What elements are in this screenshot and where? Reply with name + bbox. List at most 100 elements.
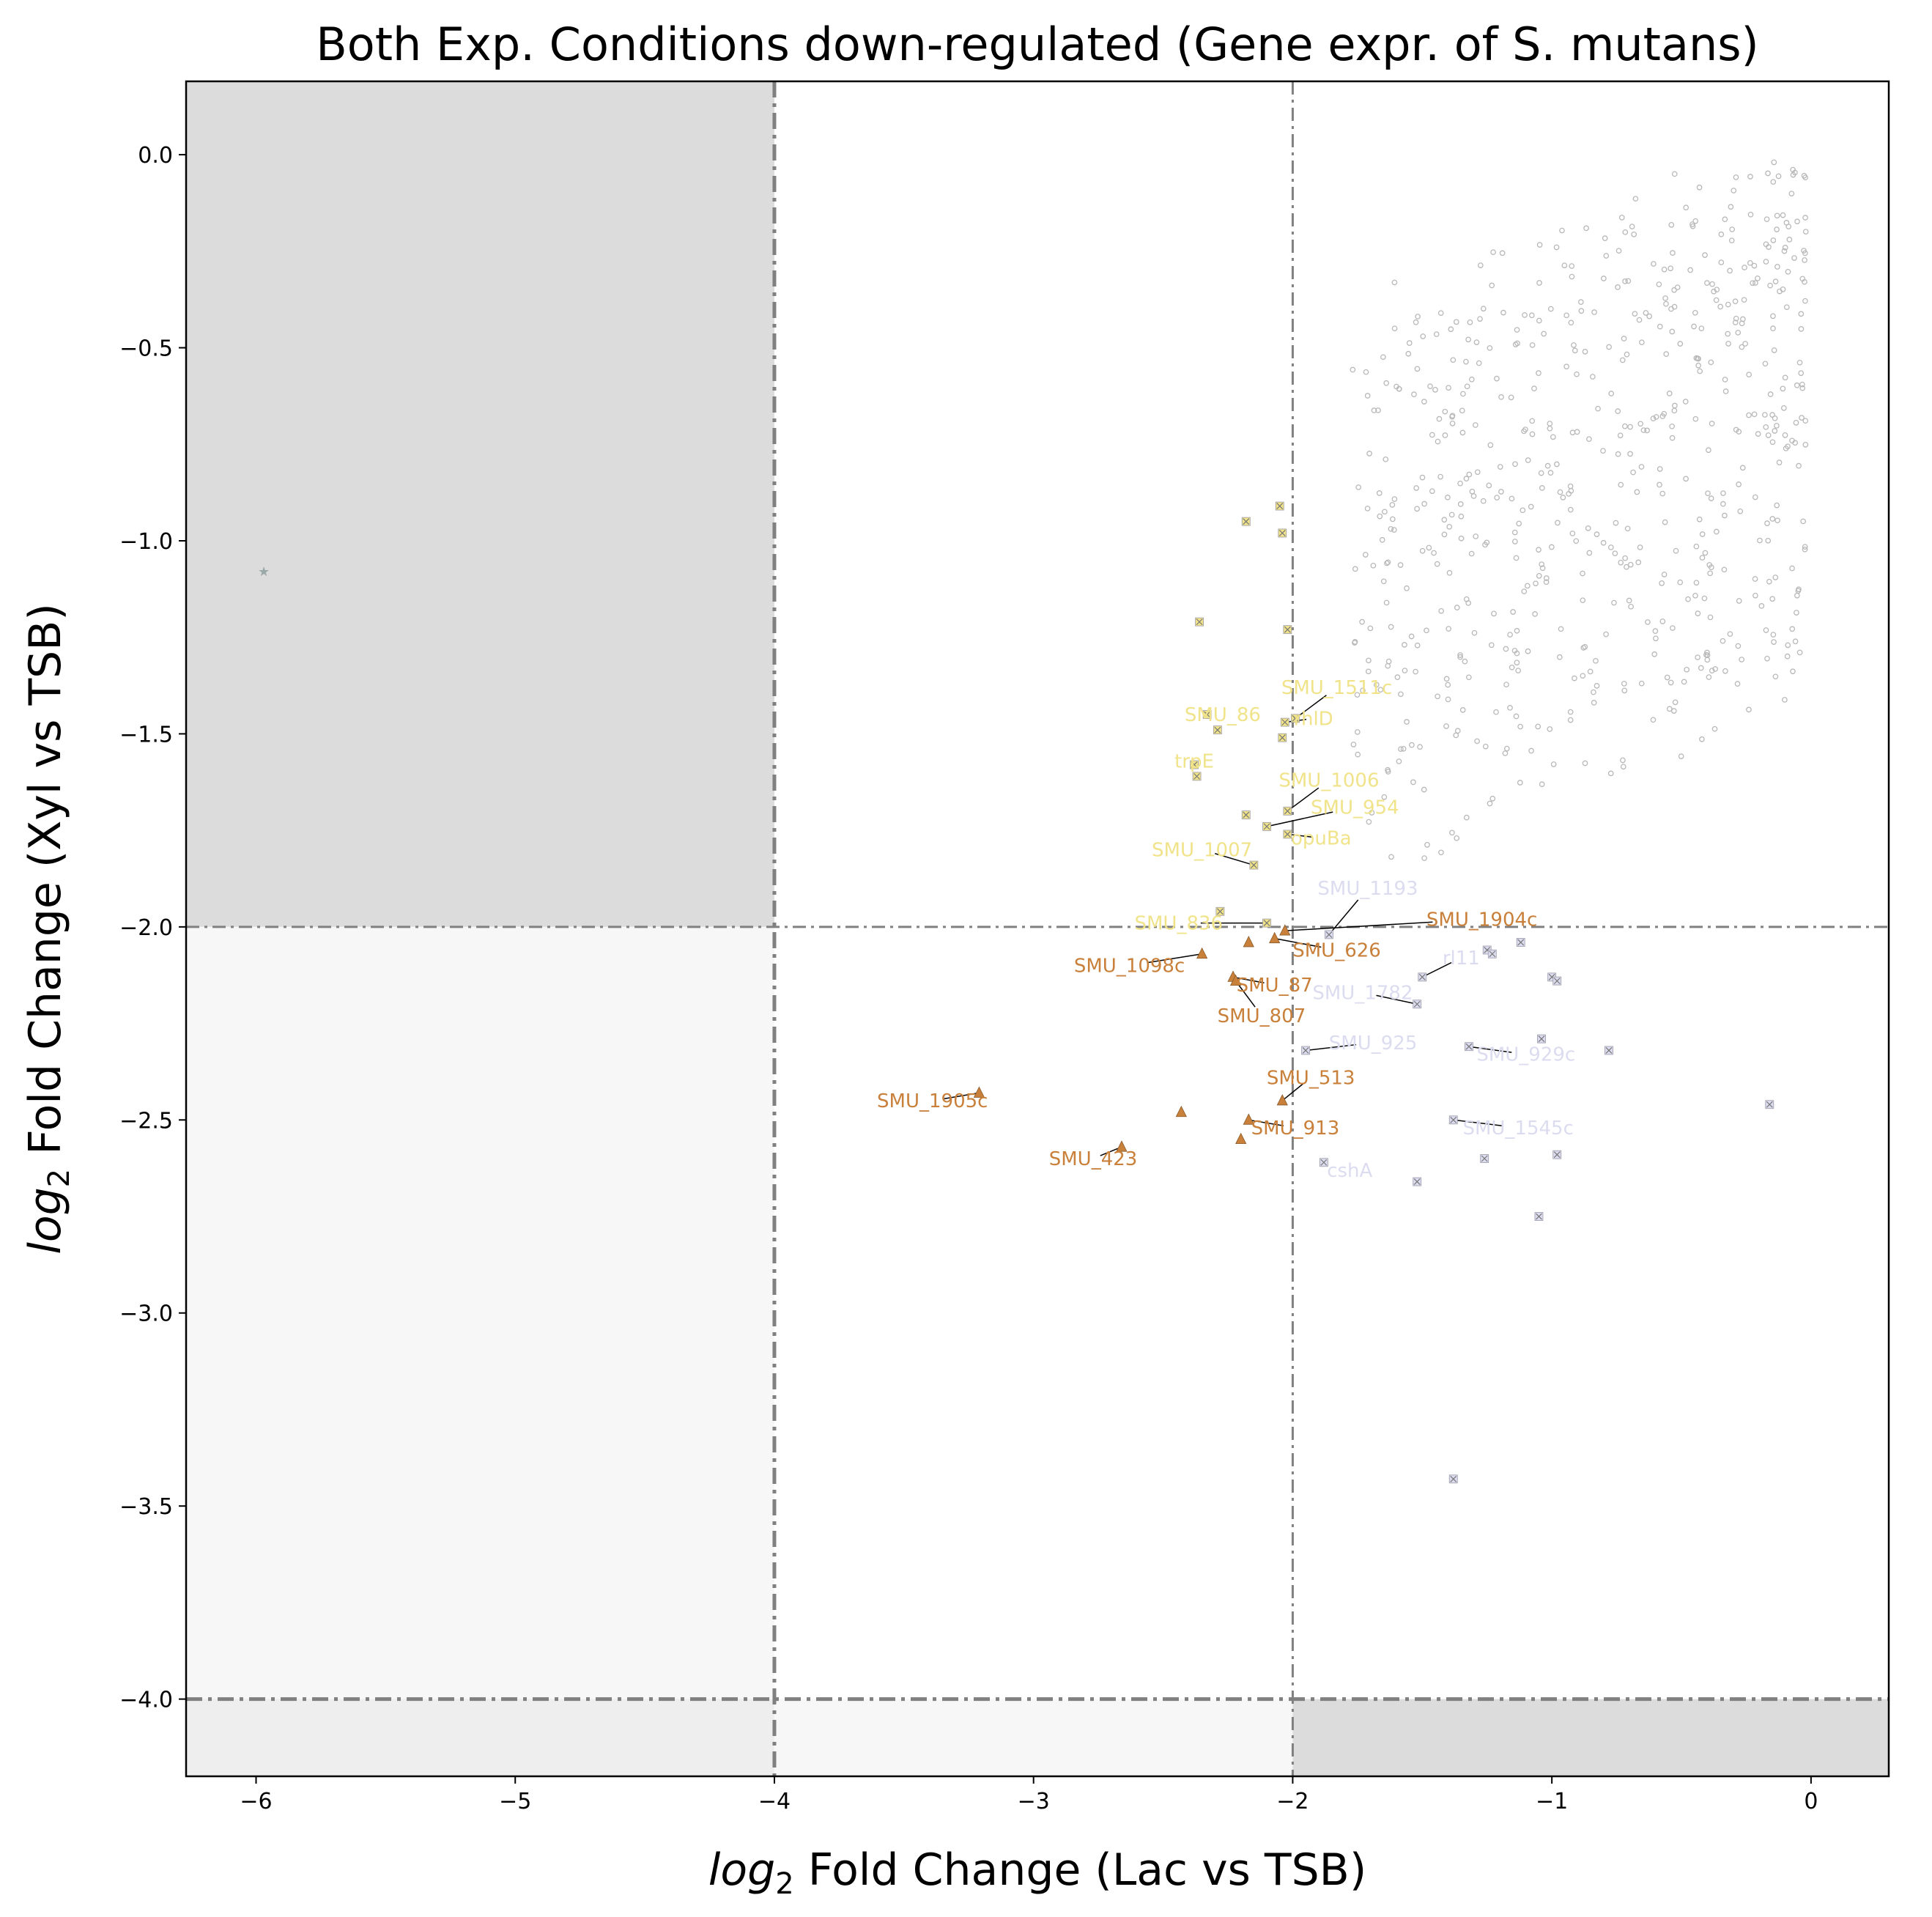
background-point bbox=[1513, 713, 1520, 720]
background-point bbox=[1714, 287, 1720, 293]
point-label: SMU_1545c bbox=[1462, 1118, 1573, 1140]
background-point bbox=[1363, 369, 1369, 375]
background-point bbox=[1668, 679, 1674, 686]
background-point bbox=[1424, 842, 1430, 848]
background-point bbox=[1736, 598, 1742, 604]
background-point bbox=[1762, 361, 1769, 367]
background-point bbox=[1458, 535, 1465, 542]
background-point bbox=[1638, 464, 1645, 470]
background-point bbox=[1632, 196, 1639, 202]
background-point bbox=[1681, 679, 1687, 685]
background-point bbox=[1624, 564, 1629, 570]
background-point bbox=[1413, 668, 1418, 675]
point-label: SMU_913 bbox=[1251, 1118, 1340, 1140]
background-point bbox=[1699, 531, 1706, 537]
background-point bbox=[1783, 304, 1790, 311]
background-point bbox=[1536, 573, 1542, 579]
background-point bbox=[1410, 779, 1416, 786]
background-point bbox=[1486, 482, 1492, 489]
background-point bbox=[1780, 405, 1787, 411]
y-tick-label: −1.5 bbox=[119, 722, 173, 747]
background-point bbox=[1417, 744, 1423, 750]
background-point bbox=[1474, 738, 1480, 745]
x-tick-label: −5 bbox=[499, 1789, 531, 1814]
background-point bbox=[1402, 642, 1407, 648]
background-point bbox=[1620, 764, 1626, 770]
background-point bbox=[1587, 668, 1594, 675]
point-label: SMU_1782 bbox=[1312, 982, 1413, 1004]
background-point bbox=[1673, 547, 1679, 554]
background-point bbox=[1799, 381, 1805, 388]
background-point bbox=[1709, 421, 1715, 426]
background-point bbox=[1661, 266, 1668, 273]
background-point bbox=[1424, 627, 1429, 634]
background-point bbox=[1528, 312, 1535, 319]
background-point bbox=[1725, 301, 1731, 308]
background-point bbox=[1662, 295, 1668, 301]
xyl-only-point-cross bbox=[1263, 823, 1270, 830]
background-point bbox=[1718, 259, 1725, 265]
background-point bbox=[1701, 595, 1708, 602]
background-point bbox=[1696, 516, 1703, 522]
background-point bbox=[1594, 531, 1600, 537]
background-point bbox=[1695, 610, 1701, 616]
background-point bbox=[1583, 225, 1589, 232]
y-tick-label: −2.5 bbox=[119, 1108, 173, 1134]
background-point bbox=[1637, 544, 1643, 550]
background-point bbox=[1517, 780, 1523, 786]
background-point bbox=[1722, 377, 1728, 383]
background-point bbox=[1507, 705, 1513, 711]
background-point bbox=[1561, 262, 1568, 269]
background-point bbox=[1646, 313, 1652, 320]
lac-only-point-cross bbox=[1465, 1043, 1473, 1050]
background-point bbox=[1668, 222, 1675, 228]
background-point bbox=[1431, 550, 1437, 556]
background-point bbox=[1514, 327, 1520, 333]
point-label: SMU_1007 bbox=[1152, 839, 1252, 861]
background-point bbox=[1385, 559, 1391, 566]
background-point bbox=[1708, 359, 1714, 366]
background-point bbox=[1702, 252, 1708, 258]
background-point bbox=[1464, 383, 1470, 390]
background-point bbox=[1471, 629, 1478, 636]
background-point bbox=[1569, 429, 1576, 436]
background-point bbox=[1382, 509, 1388, 515]
background-point bbox=[1498, 489, 1504, 495]
y-tick-label: −4.0 bbox=[119, 1688, 173, 1713]
point-label: SMU_1098c bbox=[1074, 956, 1185, 978]
background-point bbox=[1536, 547, 1541, 553]
background-point bbox=[1429, 488, 1435, 495]
background-point bbox=[1497, 464, 1503, 470]
x-tick-label: −1 bbox=[1536, 1789, 1568, 1814]
background-point bbox=[1509, 664, 1515, 671]
background-point bbox=[1539, 781, 1545, 788]
background-point bbox=[1774, 423, 1780, 429]
xyl-only-point-cross bbox=[1263, 920, 1270, 927]
background-point bbox=[1777, 288, 1783, 295]
background-point bbox=[1543, 575, 1550, 581]
point-label: SMU_1006 bbox=[1278, 770, 1379, 792]
background-point bbox=[1782, 374, 1788, 381]
label-leader bbox=[1287, 787, 1320, 812]
background-point bbox=[1747, 259, 1753, 266]
background-point bbox=[1772, 415, 1778, 421]
background-point bbox=[1419, 474, 1426, 481]
background-point bbox=[1397, 562, 1404, 568]
background-point bbox=[1365, 668, 1372, 675]
label-leader bbox=[944, 1092, 980, 1100]
background-point bbox=[1770, 632, 1777, 638]
background-point bbox=[1757, 537, 1763, 544]
background-point bbox=[1488, 642, 1495, 649]
point-label: trpE bbox=[1174, 750, 1214, 772]
background-point bbox=[1438, 849, 1444, 856]
background-point bbox=[1720, 638, 1726, 644]
background-point bbox=[1476, 360, 1482, 366]
background-point bbox=[1706, 447, 1711, 454]
background-point bbox=[1712, 666, 1718, 672]
background-point bbox=[1377, 513, 1383, 520]
background-point bbox=[1567, 483, 1574, 490]
background-point bbox=[1707, 614, 1714, 621]
background-point bbox=[1449, 413, 1456, 419]
background-point bbox=[1663, 351, 1670, 357]
